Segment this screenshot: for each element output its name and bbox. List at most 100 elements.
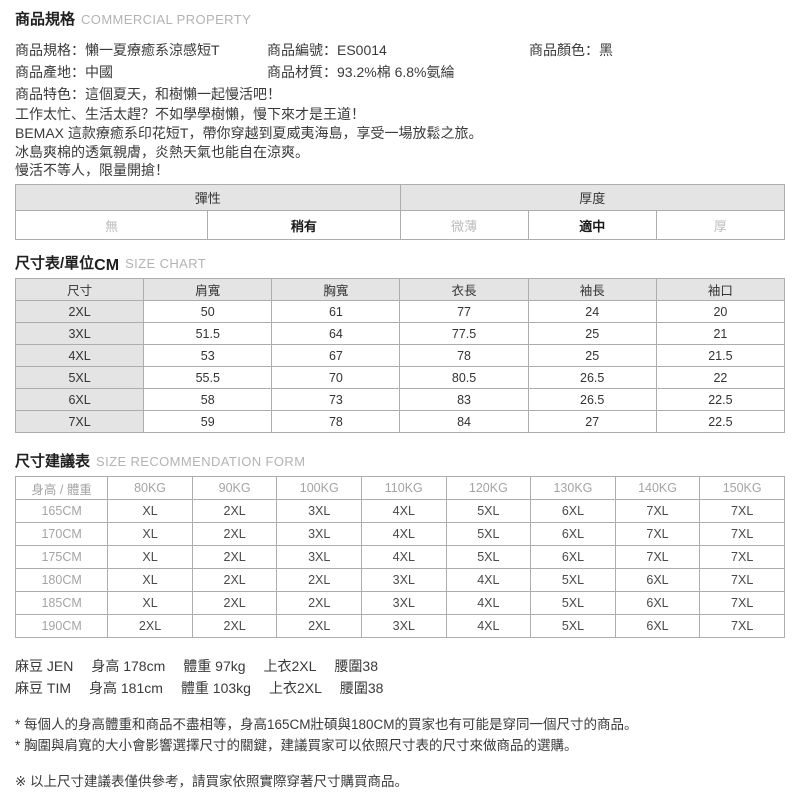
info-item-label: 商品產地： (15, 64, 85, 80)
model-name: 麻豆 JEN (15, 658, 74, 675)
attribute-option: 厚 (655, 210, 786, 241)
info-row-3: 商品特色：這個夏天，和樹懶一起慢活吧！ (15, 83, 785, 105)
disclaimer-line: ※ 以上尺寸建議表僅供參考，請買家依照實際穿著尺寸購買商品。 (15, 774, 409, 790)
model-info: 麻豆 JEN 身高 178cm 體重 97kg 上衣2XL 腰圍38 麻豆 TIM 身高 … (15, 655, 785, 699)
model-name: 麻豆 TIM (15, 680, 71, 697)
size-chart-title-text: 尺寸表/單位 (15, 255, 95, 273)
cell-value: 26.5 (527, 366, 657, 390)
cell-value: 25 (527, 322, 657, 346)
cell-value: XL (107, 591, 193, 616)
description-line: BEMAX 這款療癒系印花短T，帶你穿越到夏威夷海島，享受一場放鬆之旅。 (15, 124, 483, 141)
cell-value: 2XL (191, 591, 278, 616)
attribute-option: 無 (14, 210, 209, 241)
table-row: 175CM XL 2XL 3XL 4XL 5XL 6XL 7XL 7XL (14, 545, 785, 570)
size-notes: * 每個人的身高體重和商品不盡相等，身高165CM壯碩與180CM的買家也有可能… (15, 714, 785, 756)
cell-value: 4XL (445, 568, 532, 593)
info-row-2: 商品產地：中國 商品材質：93.2%棉 6.8%氨綸 (15, 61, 785, 83)
header-row: 尺寸 肩寬 胸寬 衣長 袖長 袖口 (14, 278, 786, 302)
table-row: 165CM XL 2XL 3XL 4XL 5XL 6XL 7XL 7XL (14, 499, 785, 524)
info-item-label: 商品特色： (15, 86, 85, 102)
cell-value: 3XL (276, 499, 362, 524)
column-header: 80KG (107, 476, 193, 501)
cell-value: 24 (527, 300, 657, 324)
model-waist: 腰圍38 (339, 680, 384, 697)
description-line: 冰島爽棉的透氣親膚，炎熱天氣也能自在涼爽。 (15, 143, 309, 160)
cell-value: 21 (655, 322, 786, 346)
info-item-value: ES0014 (337, 42, 387, 58)
table-row: 6XL 58 73 83 26.5 22.5 (14, 388, 786, 412)
cell-value: 20 (655, 300, 786, 324)
cell-value: 27 (527, 410, 657, 434)
info-item-value: 這個夏天，和樹懶一起慢活吧！ (85, 86, 281, 102)
commercial-property-title-text: 商品規格 (15, 11, 76, 28)
cell-value: 22 (655, 366, 786, 390)
row-header: 6XL (14, 388, 145, 412)
cell-value: 55.5 (143, 366, 273, 390)
column-header: 袖口 (655, 278, 786, 302)
cell-value: 50 (143, 300, 273, 324)
model-waist: 腰圍38 (334, 658, 379, 675)
cell-value: 7XL (614, 522, 701, 547)
cell-value: 21.5 (655, 344, 786, 368)
note-line: * 胸圍與肩寬的大小會影響選擇尺寸的關鍵，建議買家可以依照尺寸表的尺寸來做商品的… (15, 738, 578, 754)
cell-value: 2XL (191, 522, 278, 547)
description-line: 慢活不等人，限量開搶！ (15, 162, 169, 179)
size-chart-subtitle: SIZE CHART (125, 256, 207, 272)
column-header: 肩寬 (143, 278, 273, 302)
column-header: 120KG (445, 476, 532, 501)
cell-value: 3XL (276, 522, 362, 547)
cell-value: 5XL (445, 522, 532, 547)
model-top-size: 上衣2XL (263, 658, 317, 675)
cell-value: 7XL (699, 591, 785, 616)
commercial-property-subtitle: COMMERCIAL PROPERTY (81, 12, 252, 27)
info-item-value: 懶一夏療癒系涼感短T (85, 42, 220, 58)
row-header: 190CM (14, 614, 109, 639)
cell-value: 58 (143, 388, 273, 412)
row-header: 175CM (14, 545, 109, 570)
cell-value: 73 (271, 388, 401, 412)
cell-value: 4XL (445, 614, 532, 639)
cell-value: 7XL (699, 614, 785, 639)
cell-value: 7XL (699, 545, 785, 570)
cell-value: 78 (271, 410, 401, 434)
size-chart-body: 2XL 50 61 77 24 20 3XL 51.5 64 77.5 25 21 4XL 53 67 78 2… (14, 300, 786, 434)
cell-value: 7XL (699, 499, 785, 524)
cell-value: XL (107, 568, 193, 593)
info-item-value: 黑 (599, 42, 613, 58)
table-row: 5XL 55.5 70 80.5 26.5 22 (14, 366, 786, 390)
size-chart-head: 尺寸 肩寬 胸寬 衣長 袖長 袖口 (14, 278, 786, 302)
column-header: 150KG (699, 476, 785, 501)
cell-value: 6XL (530, 545, 616, 570)
attribute-option: 稍有 (207, 210, 401, 241)
cell-value: 3XL (361, 614, 447, 639)
cell-value: 5XL (530, 568, 616, 593)
row-header: 5XL (14, 366, 145, 390)
row-header: 2XL (14, 300, 145, 324)
model-height: 身高 178cm (91, 658, 166, 675)
column-header: 胸寬 (271, 278, 401, 302)
table-row: 4XL 53 67 78 25 21.5 (14, 344, 786, 368)
cell-value: 4XL (445, 591, 532, 616)
column-header: 衣長 (399, 278, 529, 302)
commercial-property-title: 商品規格 COMMERCIAL PROPERTY (15, 9, 785, 30)
elasticity-thickness-table: 彈性 厚度 無稍有 微薄 適中厚 (14, 184, 786, 241)
model-weight: 體重 103kg (180, 680, 251, 697)
row-header: 180CM (14, 568, 109, 593)
cell-value: 6XL (614, 591, 701, 616)
cell-value: 26.5 (527, 388, 657, 412)
attribute-header-row: 彈性 厚度 (15, 184, 785, 212)
cell-value: 77 (399, 300, 529, 324)
recommendation-head: 身高 / 體重 80KG 90KG 100KG 110KG 120KG 130KG 140KG… (14, 476, 785, 501)
cell-value: 25 (527, 344, 657, 368)
cell-value: 77.5 (399, 322, 529, 346)
cell-value: 3XL (276, 545, 362, 570)
info-item-value: 中國 (85, 64, 113, 80)
cell-value: 2XL (276, 591, 362, 616)
attribute-group-label: 厚度 (399, 184, 785, 212)
model-line-jen: 麻豆 JEN 身高 178cm 體重 97kg 上衣2XL 腰圍38 (15, 655, 785, 677)
column-header: 130KG (530, 476, 616, 501)
cell-value: 4XL (361, 499, 447, 524)
cell-value: 2XL (191, 499, 278, 524)
cell-value: 2XL (191, 568, 278, 593)
